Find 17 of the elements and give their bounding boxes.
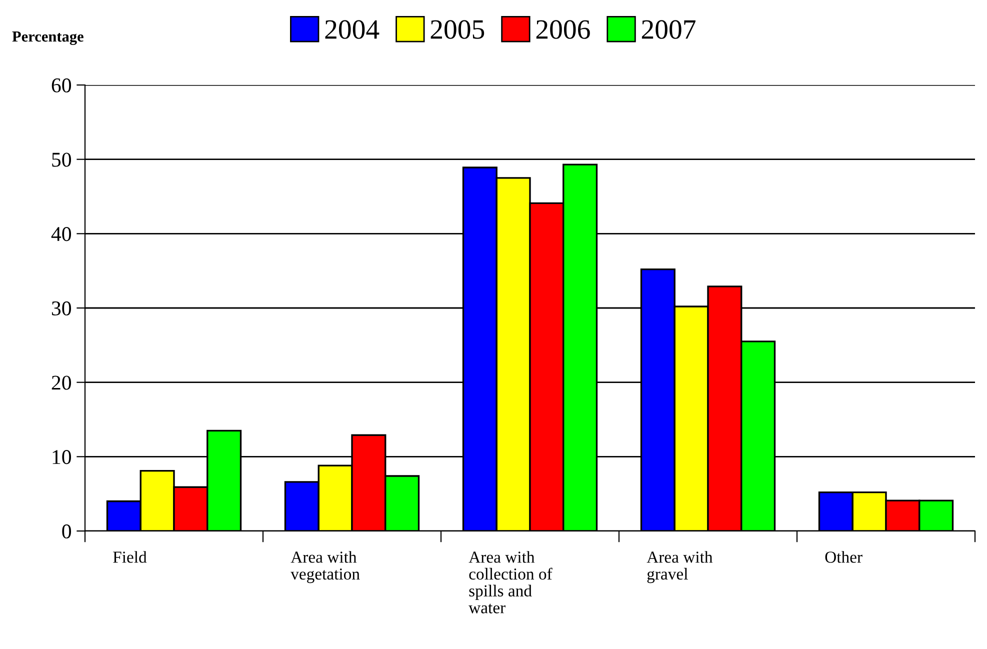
y-axis-title: Percentage: [12, 32, 84, 45]
y-tick-label: 60: [52, 78, 72, 92]
legend-label: 2005: [430, 20, 484, 39]
x-tick-label: Field: [113, 551, 147, 563]
y-tick-label: 30: [52, 301, 72, 316]
x-tick-label: Area with collection of spills and water: [468, 551, 552, 614]
legend-label: 2006: [536, 20, 590, 39]
legend-label: 2007: [642, 20, 696, 39]
y-tick-label: 10: [52, 450, 72, 464]
y-tick-label: 20: [52, 376, 72, 390]
x-tick-label: Area with vegetation: [290, 551, 360, 584]
y-tick-label: 40: [51, 227, 72, 242]
x-tick-label: Area with gravel: [646, 551, 713, 584]
y-tick-label: 50: [52, 152, 72, 167]
x-tick-label: Other: [825, 551, 862, 563]
y-tick-label: 0: [62, 524, 72, 538]
legend-label: 2004: [325, 20, 380, 39]
